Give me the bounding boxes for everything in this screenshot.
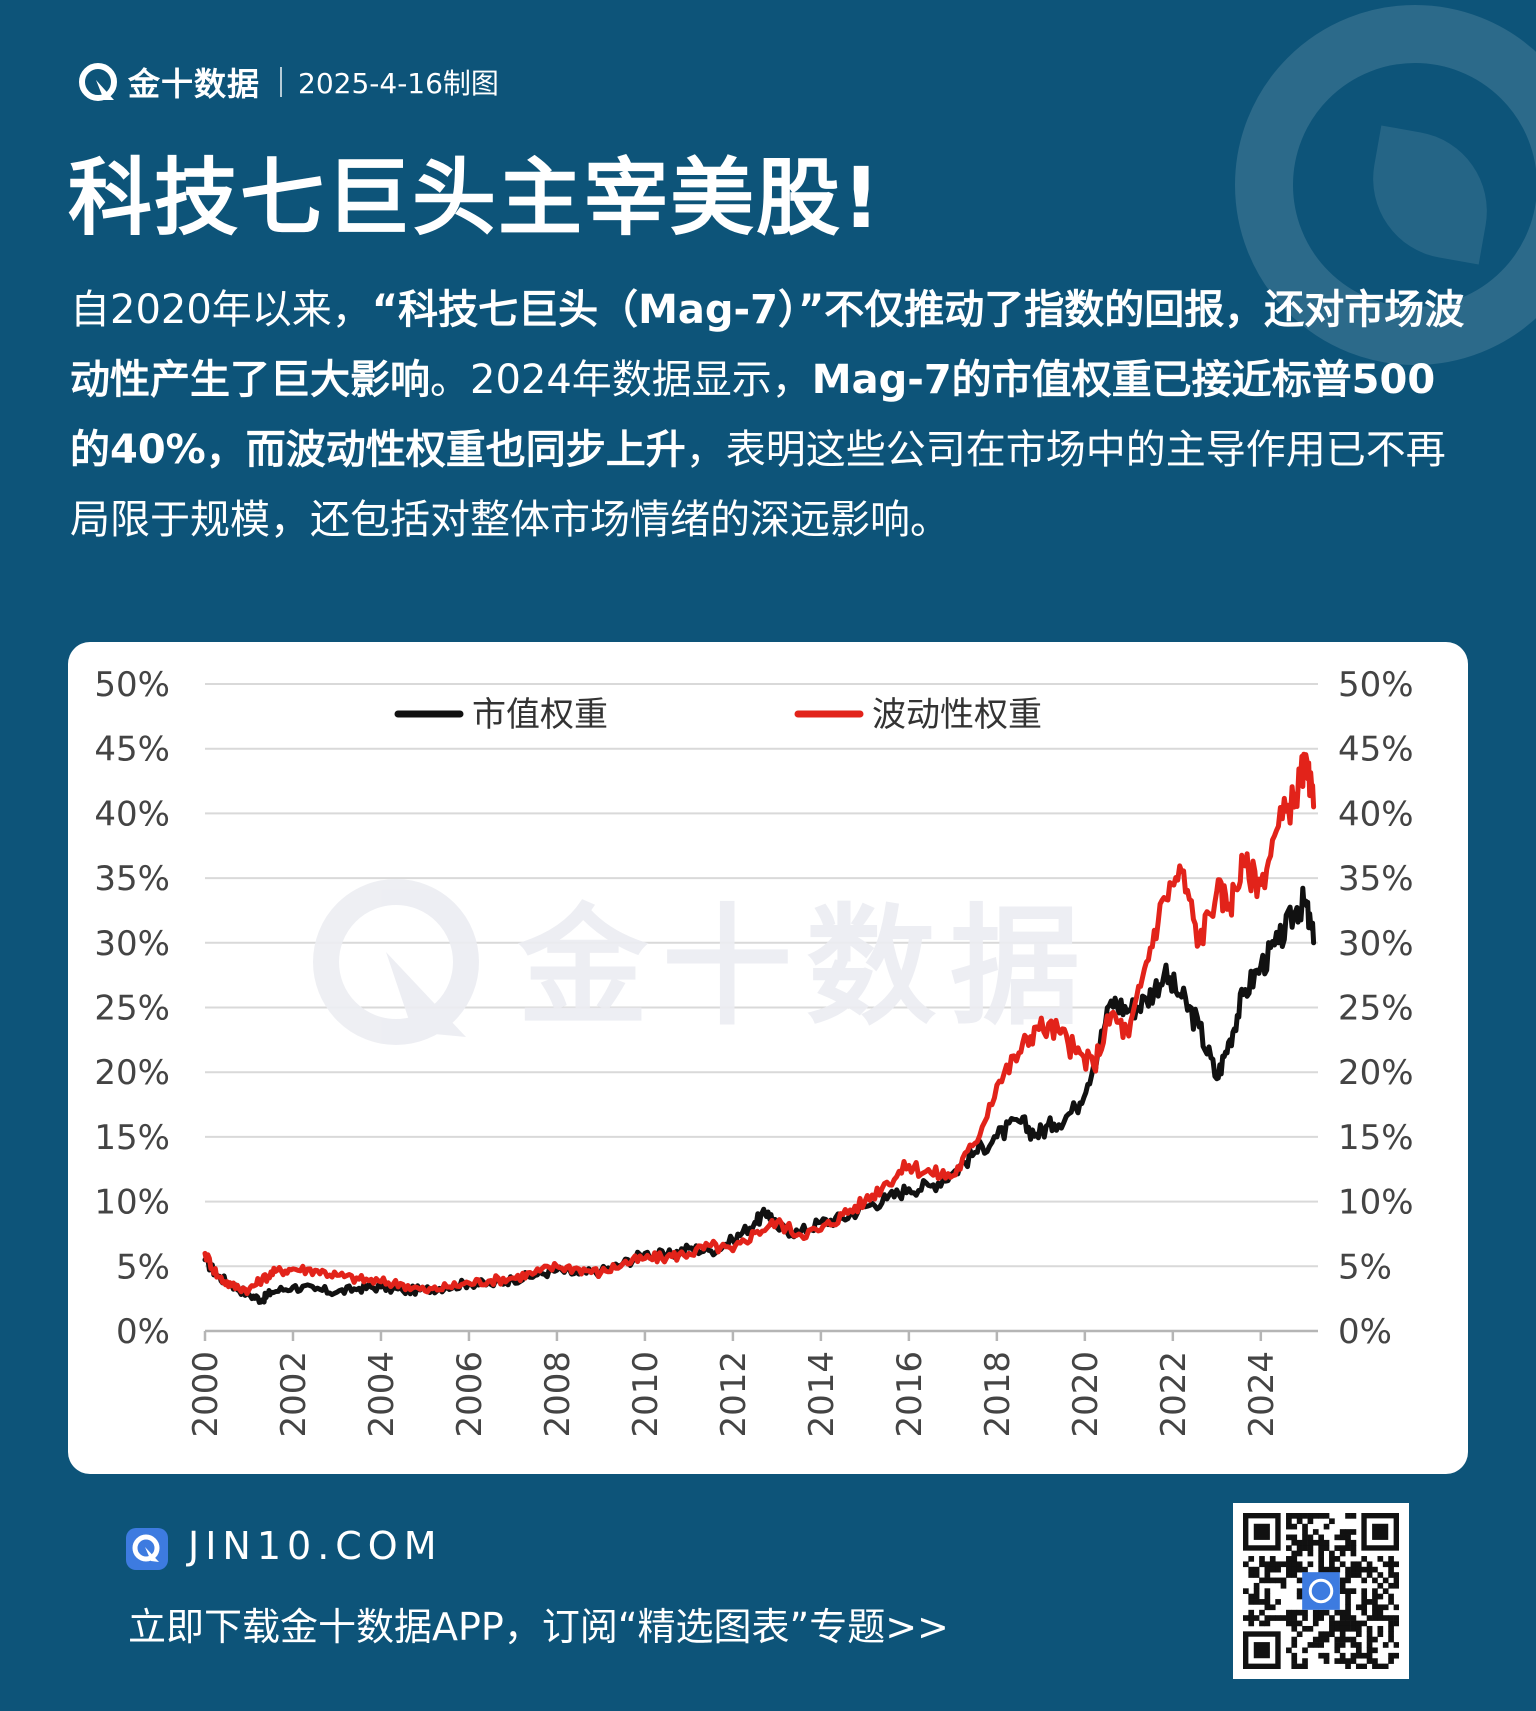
y-tick-label-right: 50%	[1338, 665, 1414, 705]
y-tick-label-left: 25%	[94, 989, 170, 1029]
x-tick-label: 2006	[450, 1351, 490, 1438]
description-part-2: “科技七巨头（Mag-7）”不仅推动了指数的回报，还对市场波动性产生了巨大影响	[70, 287, 1465, 403]
y-tick-label-left: 20%	[94, 1053, 170, 1093]
y-tick-label-right: 35%	[1338, 859, 1414, 899]
y-tick-label-right: 5%	[1338, 1247, 1392, 1287]
y-tick-label-right: 25%	[1338, 989, 1414, 1029]
description-part-3: 。2024年数据显示，	[430, 357, 812, 403]
y-axis-left: 0% 5% 10% 15% 20% 25% 30% 35% 40% 45% 50%	[94, 665, 170, 1352]
header-divider	[280, 67, 283, 97]
y-tick-label-left: 0%	[116, 1312, 170, 1352]
x-tick-label: 2016	[890, 1351, 930, 1438]
y-tick-label-left: 35%	[94, 859, 170, 899]
x-tick-label: 2008	[538, 1351, 578, 1438]
gridlines	[205, 683, 1318, 1332]
footer-site-url[interactable]: JIN10.COM	[188, 1524, 443, 1568]
chart-card: 金十数据 0% 5% 10% 15% 20% 25% 30% 35% 40% 45% 50% 0% 5…	[68, 642, 1468, 1474]
header: 金十数据 2025-4-16制图	[76, 60, 499, 104]
x-tick-label: 2000	[186, 1351, 226, 1438]
y-tick-label-right: 15%	[1338, 1118, 1414, 1158]
y-tick-label-right: 30%	[1338, 924, 1414, 964]
y-tick-label-right: 45%	[1338, 730, 1414, 770]
y-tick-label-left: 45%	[94, 730, 170, 770]
description-paragraph: 自2020年以来，“科技七巨头（Mag-7）”不仅推动了指数的回报，还对市场波动…	[70, 275, 1470, 555]
line-chart: 金十数据 0% 5% 10% 15% 20% 25% 30% 35% 40% 45% 50% 0% 5…	[94, 665, 1414, 1438]
series-line-2	[202, 751, 1317, 1297]
page-title: 科技七巨头主宰美股!	[68, 149, 883, 247]
chart-date: 2025-4-16制图	[298, 67, 499, 100]
y-tick-label-right: 40%	[1338, 794, 1414, 834]
description-part-4: Mag-7的市值权重已接近标普500的40%，而波动性权重也同步上升	[70, 357, 1436, 473]
x-tick-label: 2014	[802, 1351, 842, 1438]
legend: 市值权重 波动性权重	[394, 695, 1042, 735]
y-tick-label-left: 40%	[94, 794, 170, 834]
x-tick-label: 2018	[978, 1351, 1018, 1438]
x-tick-label: 2020	[1066, 1351, 1106, 1438]
y-tick-label-right: 0%	[1338, 1312, 1392, 1352]
x-tick-label: 2024	[1242, 1351, 1282, 1438]
x-tick-label: 2002	[274, 1351, 314, 1438]
brand-name: 金十数据	[128, 65, 261, 103]
chart-watermark-text: 金十数据	[517, 891, 1094, 1043]
legend-label: 市值权重	[472, 695, 608, 735]
jin10-logo-icon	[79, 63, 117, 101]
qr-code-pattern	[1243, 1513, 1400, 1670]
qr-code[interactable]	[1233, 1503, 1409, 1679]
chart-watermark: 金十数据	[313, 879, 1094, 1045]
x-tick-label: 2012	[714, 1351, 754, 1438]
x-axis: 2000 2002 2004 2006 2008 2010 2012 2014 2016 2018…	[186, 1329, 1318, 1438]
footer-app-icon	[126, 1528, 168, 1570]
series-lines	[202, 751, 1317, 1305]
y-axis-right: 0% 5% 10% 15% 20% 25% 30% 35% 40% 45% 50%	[1338, 665, 1414, 1352]
x-tick-label: 2004	[362, 1351, 402, 1438]
y-tick-label-left: 5%	[116, 1247, 170, 1287]
x-tick-label: 2022	[1154, 1351, 1194, 1438]
y-tick-label-right: 10%	[1338, 1183, 1414, 1223]
y-tick-label-left: 10%	[94, 1183, 170, 1223]
x-tick-label: 2010	[626, 1351, 666, 1438]
description-part-1: 自2020年以来，	[70, 287, 372, 333]
y-tick-label-left: 30%	[94, 924, 170, 964]
footer-download-cta[interactable]: 立即下载金十数据APP，订阅“精选图表”专题>>	[128, 1605, 949, 1649]
y-tick-label-right: 20%	[1338, 1053, 1414, 1093]
y-tick-label-left: 50%	[94, 665, 170, 705]
legend-label: 波动性权重	[872, 695, 1042, 735]
description-part-5: ，表明这些公司在市场中的主导作用已不再局限于规模，还包括对整体市场情绪的深远影响…	[70, 427, 1446, 543]
y-tick-label-left: 15%	[94, 1118, 170, 1158]
